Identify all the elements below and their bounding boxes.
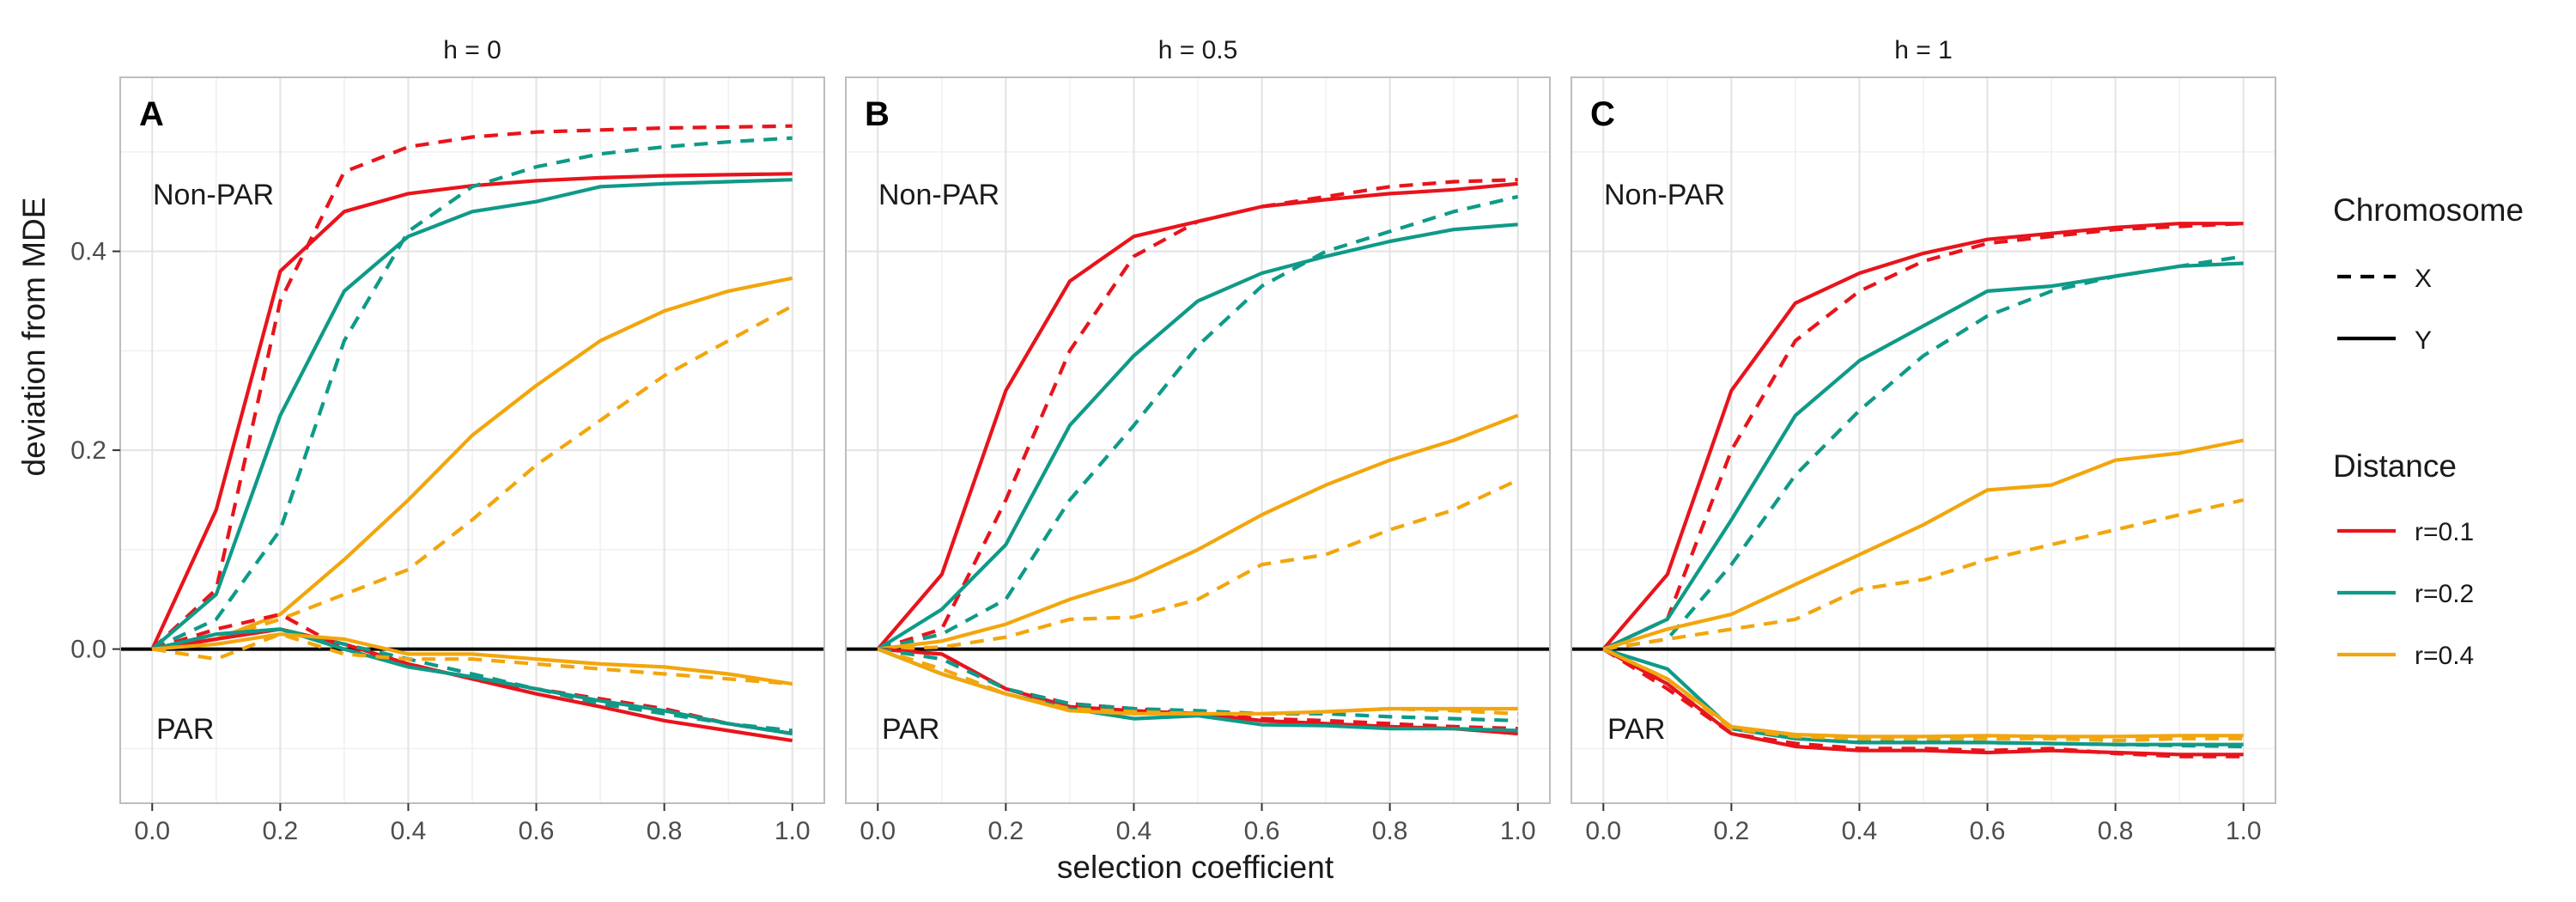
region-label-par: PAR [882, 713, 939, 746]
legend-label-y: Y [2415, 326, 2432, 355]
series-line-par-r02-x [151, 627, 793, 733]
panel-border [845, 76, 1551, 804]
series-line-non-par-r04-y [1602, 438, 2245, 651]
legend: Chromosome X Y Distance r=0.1 r=0.2 r=0.4 [2333, 192, 2524, 670]
series-line-non-par-r02-y [150, 178, 793, 651]
legend-title-chromosome: Chromosome [2333, 192, 2524, 228]
series-line-par-r04-y [1602, 647, 2244, 739]
series-line-non-par-r04-x [151, 304, 793, 651]
series-line-non-par-r04-y [151, 276, 793, 651]
y-tick-label: 0.2 [70, 436, 106, 465]
panel-border [1571, 76, 2276, 804]
legend-label-r04: r=0.4 [2415, 642, 2474, 670]
strip-title: h = 0.5 [1158, 36, 1238, 64]
series-line-non-par-r01-y [876, 181, 1518, 650]
x-tick-label: 0.4 [1116, 817, 1152, 845]
series-line-par-r04-y [877, 647, 1518, 716]
panel-label: B [865, 95, 890, 133]
series-line-non-par-r04-x [1602, 497, 2245, 651]
series-line-par-r04-x [151, 632, 793, 686]
x-tick-label: 0.0 [134, 817, 170, 845]
panel-label: C [1590, 95, 1615, 133]
strip-title: h = 0 [443, 36, 501, 64]
x-tick-label: 1.0 [1500, 817, 1536, 845]
panel-label: A [139, 95, 164, 133]
x-tick-label: 0.6 [519, 817, 555, 845]
series-line-par-r04-y [152, 632, 793, 686]
strip-title: h = 1 [1894, 36, 1953, 64]
x-axis-label: selection coefficient [1057, 850, 1334, 885]
region-label-par: PAR [1607, 713, 1665, 746]
x-tick-label: 1.0 [775, 817, 811, 845]
series-line-par-r01-y [1602, 647, 2244, 757]
panel-border [119, 76, 825, 804]
chart-panels: h = 0 A Non-PAR PAR 0.0 0.2 0.4 0.6 0.8 1.0 0.0 0.2… [70, 36, 2276, 845]
x-tick-label: 0.4 [391, 817, 427, 845]
series-line-non-par-r02-x [151, 136, 793, 651]
region-label-non-par: Non-PAR [1604, 179, 1725, 211]
x-tick-label: 0.8 [647, 817, 683, 845]
series-line-non-par-r01-y [1601, 222, 2244, 650]
y-axis-label: deviation from MDE [16, 198, 52, 477]
x-tick-label: 0.4 [1842, 817, 1878, 845]
series-line-non-par-r04-x [878, 478, 1519, 651]
region-label-non-par: Non-PAR [153, 179, 274, 211]
y-tick-label: 0.0 [70, 636, 106, 664]
x-tick-label: 1.0 [2226, 817, 2262, 845]
legend-label-x: X [2415, 265, 2432, 293]
x-tick-label: 0.0 [1585, 817, 1621, 845]
region-label-par: PAR [156, 713, 214, 746]
x-tick-label: 0.2 [263, 817, 299, 845]
series-line-non-par-r02-y [1602, 261, 2244, 651]
x-tick-label: 0.8 [1372, 817, 1408, 845]
series-line-non-par-r02-y [877, 222, 1518, 651]
legend-label-r02: r=0.2 [2415, 580, 2474, 608]
y-tick-label: 0.4 [70, 238, 106, 266]
legend-label-r01: r=0.1 [2415, 518, 2474, 546]
series-line-non-par-r01-x [150, 124, 793, 651]
region-label-non-par: Non-PAR [878, 179, 999, 211]
x-tick-label: 0.2 [988, 817, 1024, 845]
chart-panel-c: h = 1 C Non-PAR PAR 0.0 0.2 0.4 0.6 0.8 1.0 [1571, 36, 2276, 845]
x-tick-label: 0.8 [2098, 817, 2134, 845]
x-tick-label: 0.2 [1714, 817, 1750, 845]
x-tick-label: 0.6 [1970, 817, 2006, 845]
series-line-par-r02-x [877, 647, 1518, 722]
series-line-non-par-r01-x [1602, 222, 2244, 651]
x-tick-label: 0.6 [1244, 817, 1280, 845]
gridlines [1571, 77, 2275, 803]
series-line-non-par-r04-y [878, 413, 1519, 651]
chart-panel-a: h = 0 A Non-PAR PAR 0.0 0.2 0.4 0.6 0.8 1.0 0.0 0.2… [70, 36, 825, 845]
chart-panel-b: h = 0.5 B Non-PAR PAR 0.0 0.2 0.4 0.6 0.8 1.0 [845, 36, 1551, 845]
series-line-par-r02-y [151, 627, 793, 736]
x-tick-label: 0.0 [860, 817, 896, 845]
series-line-non-par-r02-x [877, 194, 1519, 651]
legend-title-distance: Distance [2333, 448, 2457, 484]
